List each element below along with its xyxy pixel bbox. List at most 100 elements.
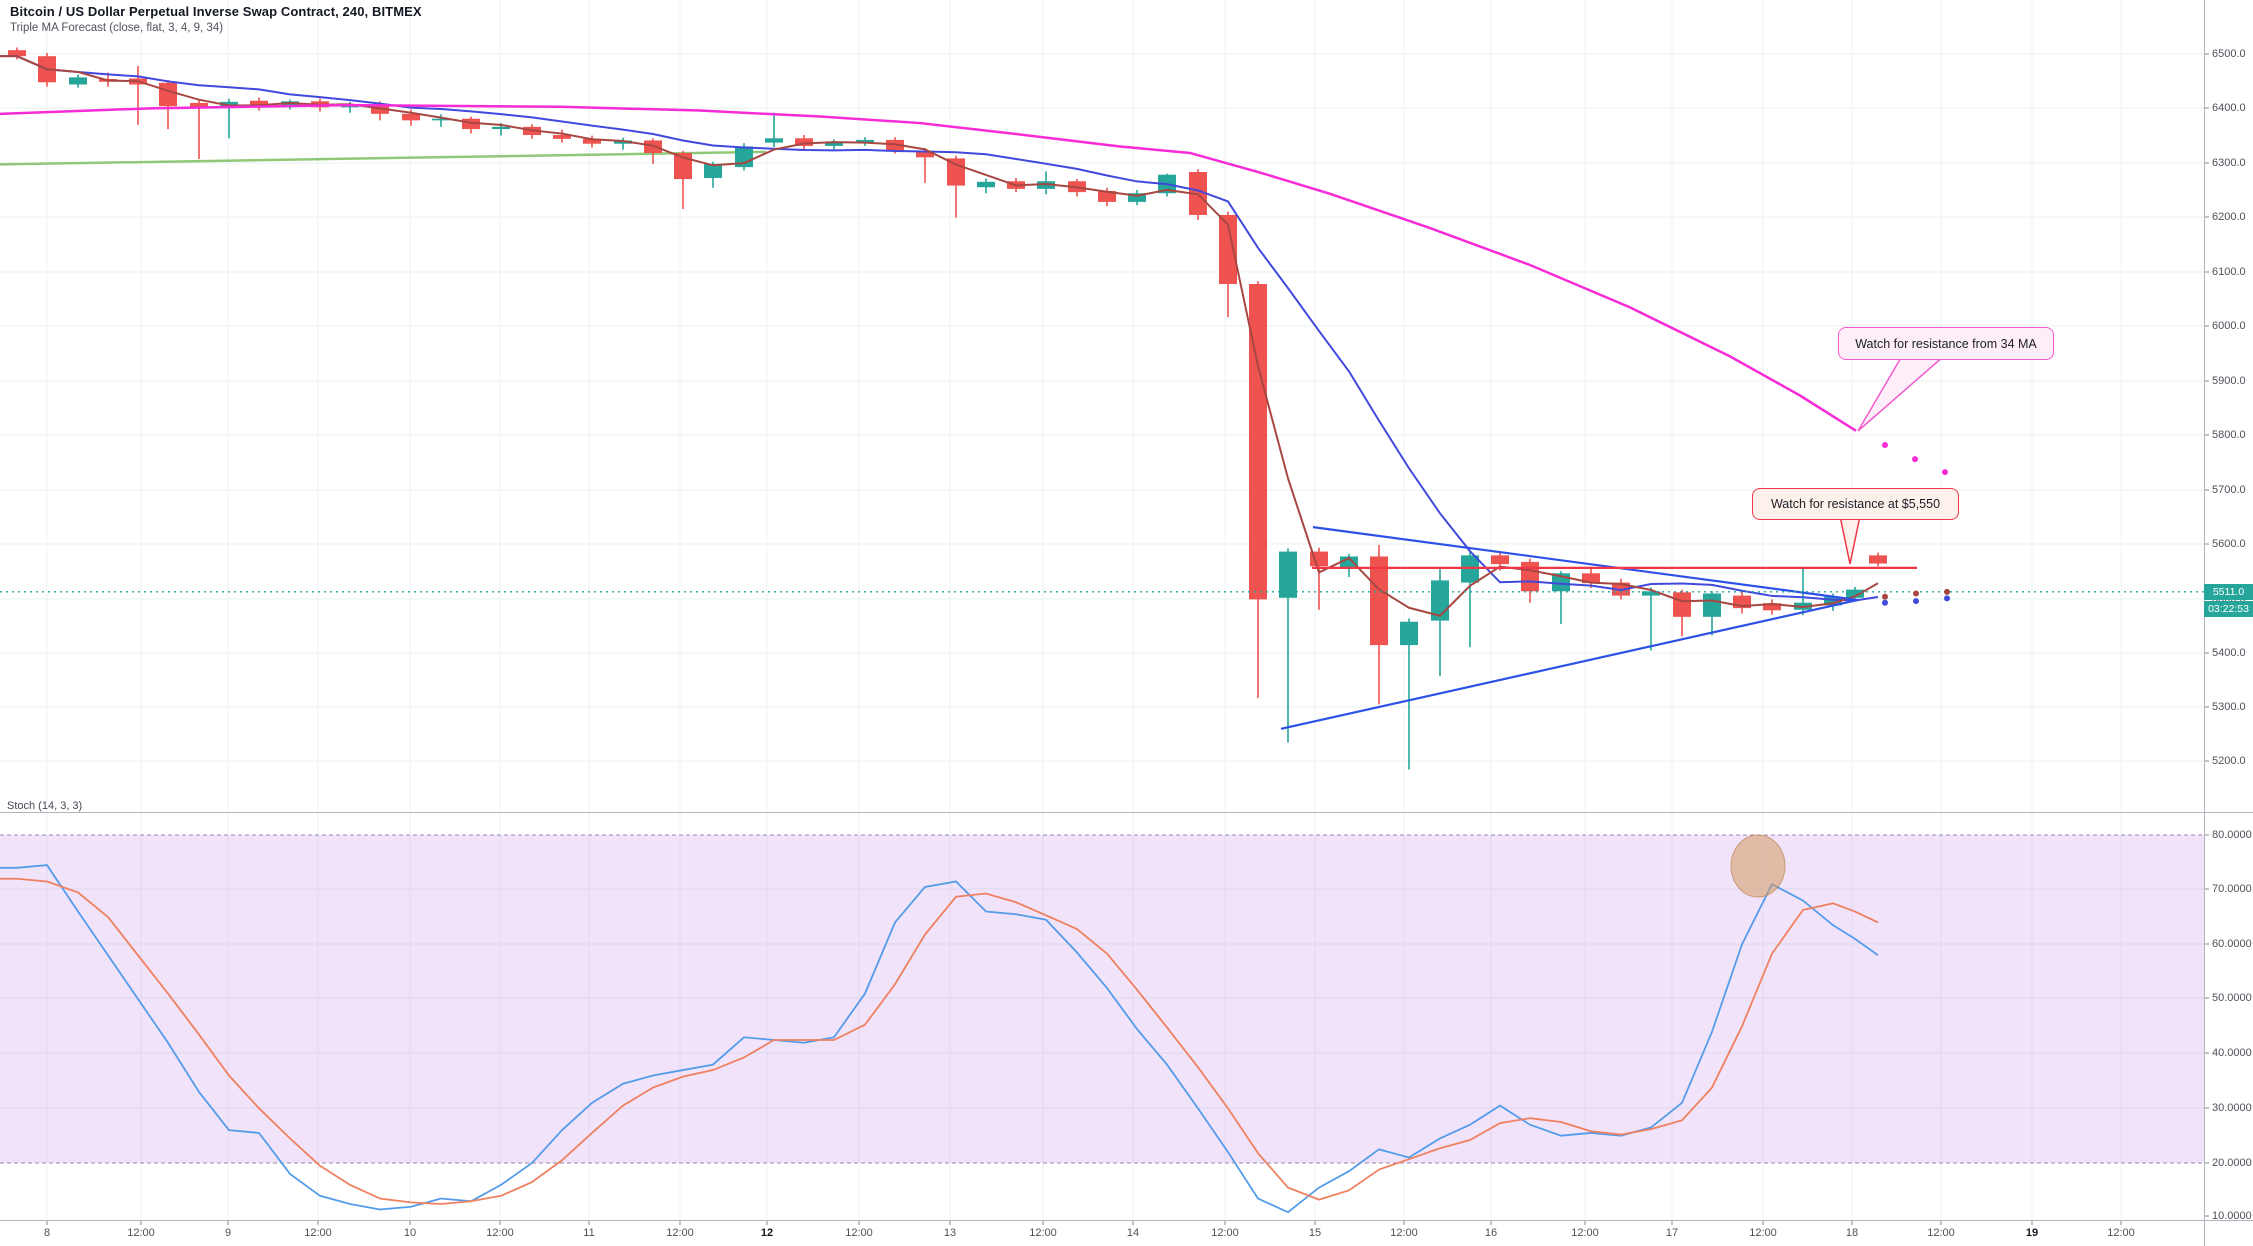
candle-body — [1310, 551, 1328, 567]
candle-body — [1279, 551, 1297, 598]
candle-body — [1249, 284, 1267, 600]
time-axis-label: 12:00 — [1029, 1227, 1057, 1239]
candle-body — [583, 138, 601, 144]
candle[interactable] — [644, 138, 662, 164]
candle-body — [614, 140, 632, 144]
symbol-title[interactable]: Bitcoin / US Dollar Perpetual Inverse Sw… — [10, 4, 422, 19]
price-axis-label: 6400.0 — [2212, 102, 2246, 114]
candle[interactable] — [583, 135, 601, 148]
candles — [8, 47, 1887, 770]
candle[interactable] — [825, 139, 843, 151]
trendline[interactable] — [1280, 598, 1859, 730]
price-axis-label: 5900.0 — [2212, 375, 2246, 387]
callout-resistance-34ma-text: Watch for resistance from 34 MA — [1855, 336, 2037, 351]
candle-body — [250, 100, 268, 106]
time-axis-label: 12:00 — [304, 1227, 332, 1239]
green-ma-line[interactable] — [0, 150, 767, 166]
candle[interactable] — [765, 112, 783, 147]
candle[interactable] — [1400, 618, 1418, 770]
ma34-line[interactable] — [0, 103, 1857, 432]
candle[interactable] — [1733, 591, 1751, 614]
candle[interactable] — [1279, 548, 1297, 743]
candle[interactable] — [129, 65, 147, 125]
time-axis-label: 12:00 — [666, 1227, 694, 1239]
candle[interactable] — [1370, 545, 1388, 705]
callout-resistance-5550[interactable]: Watch for resistance at $5,550 — [1752, 488, 1959, 520]
candle-body — [462, 118, 480, 130]
candle[interactable] — [795, 135, 813, 150]
candle-body — [795, 138, 813, 146]
candle[interactable] — [1642, 587, 1660, 651]
candle[interactable] — [462, 116, 480, 134]
fast-forecast-dot — [1913, 590, 1919, 597]
bar-countdown-value: 03:22:53 — [2208, 603, 2249, 615]
candle[interactable] — [1703, 591, 1721, 636]
ma34-forecast-dot — [1912, 456, 1918, 463]
candle[interactable] — [1310, 547, 1328, 610]
candle-body — [402, 113, 420, 121]
price-axis-label: 5200.0 — [2212, 755, 2246, 767]
candle[interactable] — [1869, 552, 1887, 567]
stoch-axis-label: 80.0000 — [2212, 829, 2252, 841]
ma9-line[interactable] — [0, 55, 1879, 602]
candle[interactable] — [916, 148, 934, 183]
time-axis-label: 10 — [403, 1227, 417, 1239]
candle[interactable] — [1763, 599, 1781, 615]
candle-body — [1673, 592, 1691, 617]
candle[interactable] — [8, 47, 26, 60]
candle[interactable] — [1552, 571, 1570, 624]
pane-divider[interactable] — [0, 812, 2253, 813]
current-price-value: 5511.0 — [2212, 586, 2245, 598]
candle-body — [1219, 214, 1237, 285]
candle[interactable] — [159, 80, 177, 130]
time-axis-label: 9 — [224, 1227, 232, 1239]
price-axis-label: 6100.0 — [2212, 266, 2246, 278]
candle-body — [1763, 603, 1781, 611]
callout-resistance-34ma[interactable]: Watch for resistance from 34 MA — [1838, 327, 2054, 360]
candle-body — [1098, 191, 1116, 202]
candle[interactable] — [977, 178, 995, 194]
price-axis-label: 5700.0 — [2212, 484, 2246, 496]
stoch-axis-label: 20.0000 — [2212, 1157, 2252, 1169]
time-axis-label: 12:00 — [1927, 1227, 1955, 1239]
stoch-d-line — [0, 877, 1879, 1205]
candle[interactable] — [432, 114, 450, 127]
candle[interactable] — [1037, 171, 1055, 195]
candle[interactable] — [190, 99, 208, 159]
candle[interactable] — [856, 137, 874, 146]
ma9-forecast-dot — [1882, 599, 1888, 606]
candle-body — [159, 82, 177, 107]
trendline[interactable] — [1312, 526, 1859, 602]
price-axis-label: 5800.0 — [2212, 429, 2246, 441]
candle[interactable] — [250, 97, 268, 111]
indicator-title[interactable]: Triple MA Forecast (close, flat, 3, 4, 9… — [10, 22, 224, 34]
candle[interactable] — [1431, 568, 1449, 677]
callout-34ma-tail — [1857, 355, 1947, 432]
candle[interactable] — [1128, 189, 1146, 206]
time-axis-label: 12:00 — [1211, 1227, 1239, 1239]
candle[interactable] — [1673, 589, 1691, 637]
candle-body — [704, 163, 722, 178]
candle-body — [1370, 556, 1388, 646]
candle-body — [977, 181, 995, 188]
stoch-highlight-ellipse[interactable] — [1730, 834, 1786, 898]
candle[interactable] — [614, 137, 632, 150]
time-axis-label: 15 — [1308, 1227, 1322, 1239]
stoch-indicator-title[interactable]: Stoch (14, 3, 3) — [7, 800, 83, 812]
candle[interactable] — [1249, 281, 1267, 698]
price-axis-label: 6500.0 — [2212, 48, 2246, 60]
stoch-axis-label: 60.0000 — [2212, 938, 2252, 950]
candle-body — [1491, 555, 1509, 565]
candle[interactable] — [69, 74, 87, 88]
time-axis-label: 12:00 — [127, 1227, 155, 1239]
price-axis-label: 6200.0 — [2212, 211, 2246, 223]
ma9-forecast-dot — [1944, 595, 1950, 602]
candle-body — [1869, 555, 1887, 564]
candle[interactable] — [553, 129, 571, 143]
candle-body — [1703, 593, 1721, 617]
candle-body — [1128, 193, 1146, 202]
stoch-axis-label: 10.0000 — [2212, 1210, 2252, 1222]
ma-fast-line[interactable] — [0, 55, 1879, 617]
price-axis-label: 6300.0 — [2212, 157, 2246, 169]
